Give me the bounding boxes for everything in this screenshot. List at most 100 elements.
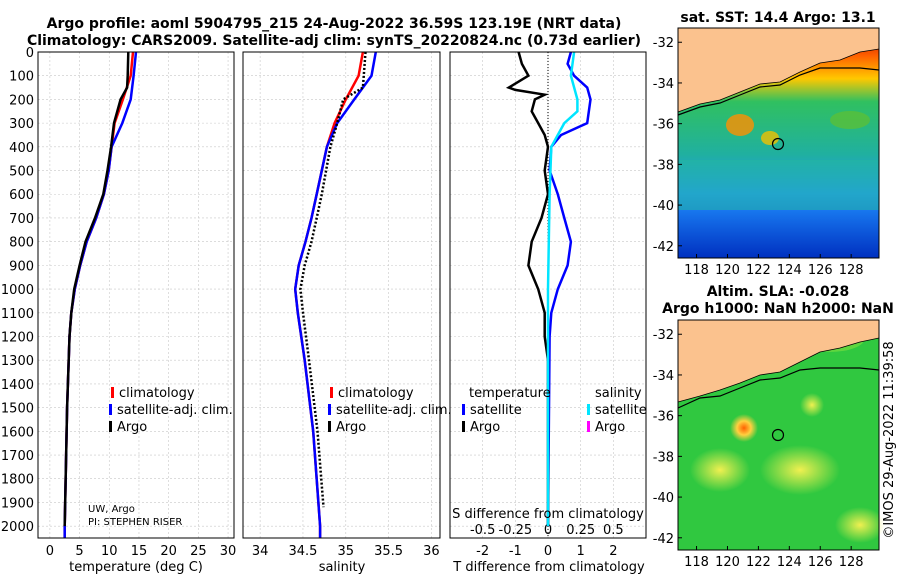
map-lat-label: -32 xyxy=(653,36,674,51)
title-line-2: Climatology: CARS2009. Satellite-adj cli… xyxy=(27,33,641,49)
credit-institution: UW, Argo xyxy=(88,504,135,515)
sla-coast-line xyxy=(677,367,880,409)
x-tick-label: 2 xyxy=(609,544,617,559)
sla-hot-spot xyxy=(730,414,758,442)
map-lon-label: 126 xyxy=(808,555,833,570)
legend-temperature-header: temperature xyxy=(469,386,551,401)
x-tick-label: 0 xyxy=(544,544,552,559)
map-lon-label: 120 xyxy=(715,263,740,278)
depth-tick-label: 1400 xyxy=(1,378,34,393)
sla-argo-location-marker xyxy=(771,428,785,442)
temperature-panel: 0 5 10 15 20 25 30 xyxy=(37,51,237,559)
legend-satellite-swatch xyxy=(109,404,112,415)
map-lon-label: 128 xyxy=(839,263,864,278)
x-tick-label: 1 xyxy=(577,544,585,559)
temperature-legend: climatology satellite-adj. clim. Argo xyxy=(109,386,233,435)
sla-land-mask xyxy=(678,320,879,402)
depth-tick-label: 1900 xyxy=(1,496,34,511)
legend-argo-swatch xyxy=(109,421,112,432)
x-tick-label: 30 xyxy=(220,544,237,559)
series-line-satellite-adj-clim- xyxy=(293,51,378,538)
sla-map: 118 120 122 124 126 128 -32 -34 -36 -38 -40 -42 xyxy=(653,319,885,570)
depth-tick-label: 1600 xyxy=(1,425,34,440)
legend-s-satellite-label: satellite xyxy=(595,403,647,418)
map-lat-label: -42 xyxy=(653,532,674,547)
depth-tick-label: 1100 xyxy=(1,307,34,322)
panel-frame xyxy=(37,51,235,539)
sst-map-axes: 118 120 122 124 126 128 -32 -34 -36 -38 -40 -42 xyxy=(653,36,864,278)
s-tick-label: 0 xyxy=(544,523,552,538)
depth-tick-label: 1800 xyxy=(1,473,34,488)
s-tick-label: -0.5 xyxy=(470,523,495,538)
legend-satellite-swatch xyxy=(328,404,331,415)
difference-panel: -2 -1 0 1 2 -0.5 -0.25 0 0.25 0.5 xyxy=(449,51,647,559)
depth-tick-label: 600 xyxy=(9,188,34,203)
map-lat-label: -36 xyxy=(653,410,674,425)
x-tick-label: 0 xyxy=(46,544,54,559)
series-line-climatology xyxy=(293,51,365,538)
sst-map-frame xyxy=(677,27,880,259)
sla-map-frame xyxy=(677,319,880,551)
panel-frame xyxy=(449,51,647,539)
x-tick-label: 35 xyxy=(338,544,355,559)
sst-green-patch xyxy=(830,111,870,129)
x-tick-label: -1 xyxy=(509,544,522,559)
map-lon-label: 128 xyxy=(839,555,864,570)
sst-argo-location-marker xyxy=(771,137,785,151)
series-line-satellite-adj-clim- xyxy=(63,51,138,538)
map-lon-label: 122 xyxy=(746,263,771,278)
legend-s-argo-swatch xyxy=(587,421,590,432)
imos-watermark: ©IMOS 29-Aug-2022 11:39:58 xyxy=(882,341,897,538)
depth-tick-label: 1300 xyxy=(1,354,34,369)
legend-climatology-label: climatology xyxy=(119,386,195,401)
legend-satellite-label: satellite-adj. clim. xyxy=(336,403,452,418)
legend-salinity-header: salinity xyxy=(595,386,642,401)
x-tick-label: 10 xyxy=(101,544,118,559)
title-line-1: Argo profile: aoml 5904795_215 24-Aug-20… xyxy=(47,16,622,32)
x-tick-label: 35.5 xyxy=(374,544,403,559)
depth-tick-label: 500 xyxy=(9,165,34,180)
legend-t-satellite-label: satellite xyxy=(470,403,522,418)
depth-tick-label: 1000 xyxy=(1,283,34,298)
legend-climatology-swatch xyxy=(111,387,114,398)
map-lon-label: 124 xyxy=(777,263,802,278)
map-lat-label: -36 xyxy=(653,118,674,133)
depth-tick-label: 200 xyxy=(9,93,34,108)
map-lat-label: -38 xyxy=(653,158,674,173)
map-lat-label: -32 xyxy=(653,328,674,343)
map-lat-label: -42 xyxy=(653,240,674,255)
x-tick-label: 5 xyxy=(75,544,83,559)
map-lat-label: -40 xyxy=(653,491,674,506)
x-tick-label: 15 xyxy=(131,544,148,559)
salinity-legend: climatology satellite-adj. clim. Argo xyxy=(328,386,452,435)
legend-argo-label: Argo xyxy=(336,420,366,435)
x-tick-label: 25 xyxy=(190,544,207,559)
sst-band xyxy=(678,160,879,210)
series-line-argo xyxy=(63,51,130,527)
x-tick-label: 20 xyxy=(160,544,177,559)
legend-climatology-swatch xyxy=(330,387,333,398)
sla-shelf-contour xyxy=(677,337,880,403)
sst-land-mask xyxy=(678,28,879,112)
depth-tick-label: 2000 xyxy=(1,520,34,535)
map-lon-label: 126 xyxy=(808,263,833,278)
s-tick-label: -0.25 xyxy=(499,523,533,538)
legend-satellite-label: satellite-adj. clim. xyxy=(117,403,233,418)
sst-map-title: sat. SST: 14.4 Argo: 13.1 xyxy=(680,10,875,26)
map-lon-label: 118 xyxy=(684,263,709,278)
legend-climatology-label: climatology xyxy=(338,386,414,401)
depth-tick-label: 0 xyxy=(26,46,34,61)
series-line-s-satellite xyxy=(546,51,579,527)
depth-tick-label: 1500 xyxy=(1,402,34,417)
x-tick-label: 34 xyxy=(252,544,269,559)
map-lat-label: -40 xyxy=(653,199,674,214)
difference-legend: temperature salinity satellite Argo sate… xyxy=(462,386,647,435)
depth-tick-label: 100 xyxy=(9,70,34,85)
sla-yellow-patch-4 xyxy=(800,393,824,417)
series-line-t-argo xyxy=(505,51,550,527)
legend-argo-label: Argo xyxy=(117,420,147,435)
map-lat-label: -34 xyxy=(653,369,674,384)
sst-coast-line xyxy=(677,67,880,116)
s-diff-xlabel: S difference from climatology xyxy=(452,507,644,522)
